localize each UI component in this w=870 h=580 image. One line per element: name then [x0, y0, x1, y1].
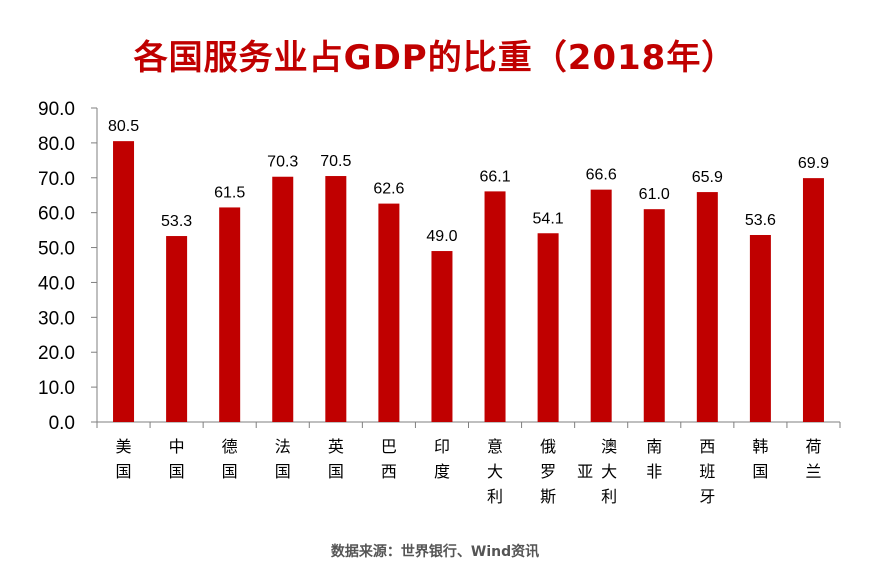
data-label: 66.1 [479, 168, 510, 185]
bar [219, 207, 241, 422]
bar [802, 178, 824, 422]
y-tick-label: 30.0 [38, 308, 75, 329]
y-axis: 0.0 10.0 20.0 30.0 40.0 50.0 60.0 70.0 80.0 90.0 [38, 99, 98, 434]
data-labels: 80.5 53.3 61.5 70.3 70.5 62.6 49.0 66.1 54.1 66.6… [108, 118, 829, 245]
category-label: 德国 [222, 437, 238, 481]
category-label: 西班牙 [699, 437, 715, 506]
bar [272, 176, 294, 422]
data-label: 66.6 [586, 167, 617, 184]
bar [113, 141, 135, 422]
y-tick-label: 0.0 [49, 413, 75, 434]
data-label: 70.3 [267, 154, 298, 171]
y-tick-label: 50.0 [38, 239, 75, 260]
bar [166, 236, 188, 422]
bars [113, 141, 824, 422]
data-label: 62.6 [373, 181, 404, 198]
source-note: 数据来源：世界银行、Wind资讯 [330, 544, 540, 560]
data-label: 80.5 [108, 118, 139, 135]
category-label: 韩国 [752, 437, 768, 481]
category-label: 中国 [169, 437, 185, 481]
data-label: 54.1 [533, 210, 564, 227]
data-label: 65.9 [692, 169, 723, 186]
category-label: 南非 [646, 437, 662, 481]
y-tick-label: 90.0 [38, 99, 75, 120]
y-tick-label: 20.0 [38, 343, 75, 364]
bar [696, 192, 718, 422]
bar [325, 176, 347, 422]
category-label: 巴西 [381, 437, 397, 481]
chart-title: 各国服务业占GDP的比重（2018年） [133, 38, 737, 78]
data-label: 70.5 [320, 153, 351, 170]
y-tick-label: 60.0 [38, 204, 75, 225]
bar [749, 234, 771, 422]
y-tick-label: 80.0 [38, 134, 75, 155]
category-label: 意大利 [487, 437, 503, 506]
bar [378, 203, 400, 422]
category-label: 英国 [328, 437, 344, 481]
data-label: 69.9 [798, 155, 829, 172]
category-label: 美国 [116, 437, 132, 481]
category-label: 印度 [434, 437, 450, 481]
category-label: 澳大利亚 [577, 437, 617, 506]
category-label: 荷兰 [805, 437, 821, 481]
bar [484, 191, 506, 422]
data-label: 49.0 [426, 228, 457, 245]
bar [590, 189, 612, 422]
data-label: 53.3 [161, 213, 192, 230]
y-tick-label: 70.0 [38, 169, 75, 190]
category-label: 法国 [275, 437, 291, 481]
y-tick-label: 40.0 [38, 273, 75, 294]
bar [537, 233, 559, 422]
data-label: 61.0 [639, 186, 670, 203]
bar [431, 251, 453, 422]
y-tick-label: 10.0 [38, 378, 75, 399]
x-axis [96, 421, 841, 428]
bar [643, 209, 665, 422]
data-label: 61.5 [214, 184, 245, 201]
data-label: 53.6 [745, 212, 776, 229]
category-label: 俄罗斯 [540, 437, 556, 506]
